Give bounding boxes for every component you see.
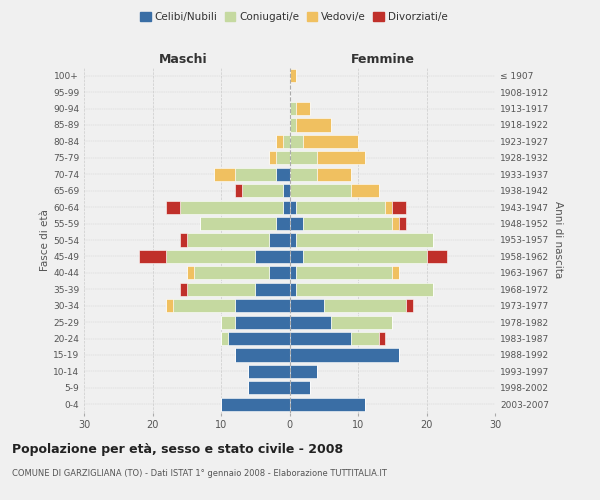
Bar [290, 152, 317, 164]
Bar [290, 200, 296, 213]
Bar [290, 332, 351, 345]
Bar [296, 200, 385, 213]
Bar [317, 152, 365, 164]
Bar [290, 69, 296, 82]
Bar [303, 135, 358, 148]
Bar [351, 332, 379, 345]
Bar [427, 250, 447, 263]
Bar [290, 118, 296, 132]
Bar [290, 398, 365, 411]
Bar [276, 135, 283, 148]
Bar [392, 266, 399, 280]
Bar [173, 299, 235, 312]
Bar [200, 217, 276, 230]
Bar [324, 299, 406, 312]
Bar [406, 299, 413, 312]
Bar [296, 234, 433, 246]
Bar [235, 316, 290, 328]
Bar [351, 184, 379, 198]
Bar [290, 217, 303, 230]
Bar [303, 217, 392, 230]
Text: COMUNE DI GARZIGLIANA (TO) - Dati ISTAT 1° gennaio 2008 - Elaborazione TUTTITALI: COMUNE DI GARZIGLIANA (TO) - Dati ISTAT … [12, 468, 387, 477]
Text: Maschi: Maschi [158, 53, 208, 66]
Bar [214, 168, 235, 181]
Bar [290, 382, 310, 394]
Bar [385, 200, 392, 213]
Bar [290, 250, 303, 263]
Bar [228, 332, 290, 345]
Bar [187, 282, 255, 296]
Legend: Celibi/Nubili, Coniugati/e, Vedovi/e, Divorziati/e: Celibi/Nubili, Coniugati/e, Vedovi/e, Di… [136, 8, 452, 26]
Bar [242, 184, 283, 198]
Bar [269, 266, 290, 280]
Bar [296, 118, 331, 132]
Bar [290, 102, 296, 115]
Bar [180, 200, 283, 213]
Bar [221, 332, 228, 345]
Bar [290, 168, 317, 181]
Bar [180, 234, 187, 246]
Bar [290, 135, 303, 148]
Bar [255, 282, 290, 296]
Y-axis label: Anni di nascita: Anni di nascita [553, 202, 563, 278]
Bar [139, 250, 166, 263]
Bar [180, 282, 187, 296]
Bar [283, 200, 290, 213]
Bar [290, 184, 351, 198]
Bar [283, 135, 290, 148]
Bar [221, 398, 290, 411]
Y-axis label: Fasce di età: Fasce di età [40, 209, 50, 271]
Bar [296, 282, 433, 296]
Text: Popolazione per età, sesso e stato civile - 2008: Popolazione per età, sesso e stato civil… [12, 442, 343, 456]
Bar [290, 348, 399, 362]
Bar [269, 234, 290, 246]
Bar [235, 184, 242, 198]
Bar [255, 250, 290, 263]
Bar [187, 234, 269, 246]
Bar [303, 250, 427, 263]
Bar [276, 168, 290, 181]
Bar [166, 299, 173, 312]
Bar [290, 234, 296, 246]
Bar [290, 316, 331, 328]
Bar [392, 217, 399, 230]
Bar [194, 266, 269, 280]
Bar [379, 332, 385, 345]
Bar [283, 184, 290, 198]
Bar [187, 266, 194, 280]
Bar [399, 217, 406, 230]
Bar [248, 382, 290, 394]
Bar [269, 152, 276, 164]
Bar [276, 217, 290, 230]
Bar [290, 282, 296, 296]
Bar [235, 299, 290, 312]
Bar [392, 200, 406, 213]
Bar [296, 266, 392, 280]
Bar [221, 316, 235, 328]
Bar [290, 266, 296, 280]
Text: Femmine: Femmine [351, 53, 415, 66]
Bar [276, 152, 290, 164]
Bar [166, 200, 180, 213]
Bar [166, 250, 255, 263]
Bar [248, 365, 290, 378]
Bar [290, 299, 324, 312]
Bar [235, 168, 276, 181]
Bar [331, 316, 392, 328]
Bar [317, 168, 351, 181]
Bar [235, 348, 290, 362]
Bar [290, 365, 317, 378]
Bar [296, 102, 310, 115]
